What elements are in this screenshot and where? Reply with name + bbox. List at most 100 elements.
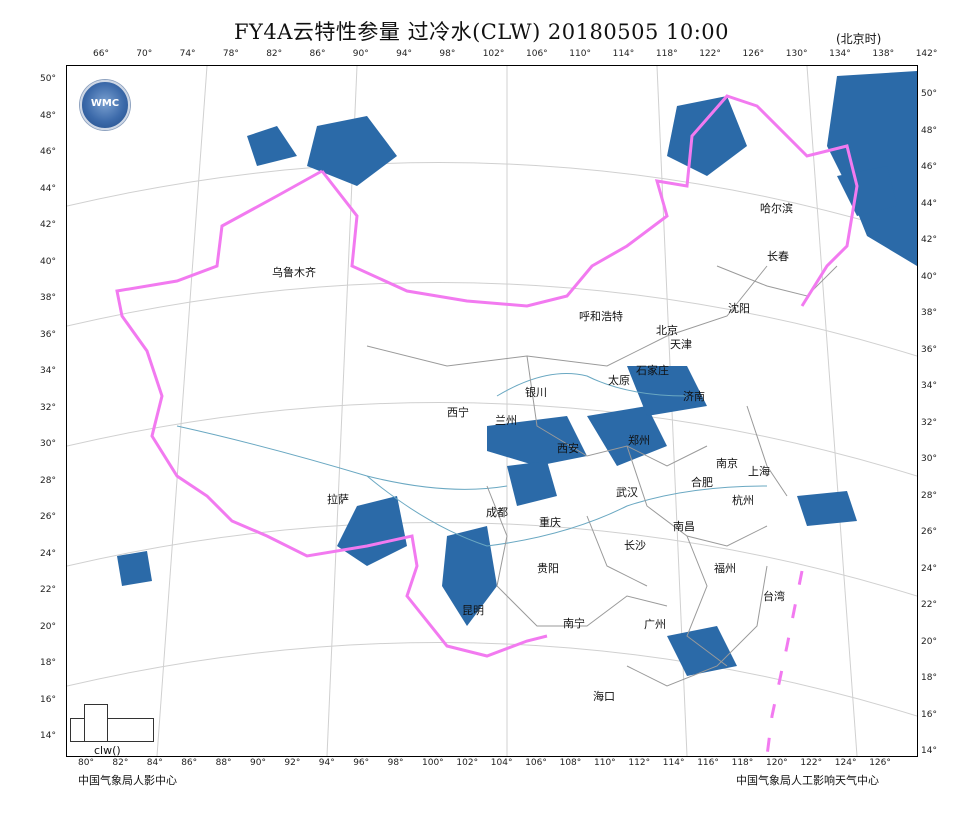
right-tick-label: 40° <box>921 271 937 282</box>
bottom-tick-label: 102° <box>456 758 479 768</box>
bottom-tick-label: 82° <box>112 758 129 768</box>
city-label-hefei: 合肥 <box>691 476 713 489</box>
city-label-nanjing: 南京 <box>716 457 738 470</box>
right-tick-label: 30° <box>921 454 937 464</box>
bottom-tick-label: 110° <box>594 758 616 768</box>
bottom-tick-label: 100° <box>422 758 444 768</box>
city-label-wuhan: 武汉 <box>616 486 638 499</box>
city-label-shenyang: 沈阳 <box>728 302 750 315</box>
city-label-shijiazhuang: 石家庄 <box>636 364 669 377</box>
bottom-tick-label: 86° <box>181 758 198 768</box>
province-boundaries <box>366 265 838 687</box>
top-tick-label: 94° <box>396 49 413 59</box>
bottom-tick-label: 112° <box>628 758 651 768</box>
city-label-xian: 西安 <box>557 442 579 455</box>
top-tick-label: 98° <box>439 49 456 59</box>
city-label-guiyang: 贵阳 <box>537 562 559 575</box>
left-tick-label: 42° <box>40 220 56 230</box>
top-tick-label: 126° <box>742 49 765 59</box>
city-label-tianjin: 天津 <box>670 338 692 351</box>
city-label-changsha: 长沙 <box>624 539 646 552</box>
top-tick-label: 106° <box>526 49 548 59</box>
cloud-patches <box>117 71 917 676</box>
bottom-tick-label: 84° <box>146 758 163 768</box>
city-label-jinan: 济南 <box>683 390 705 403</box>
legend-box-inner <box>84 704 108 742</box>
left-tick-label: 16° <box>40 694 56 705</box>
city-label-changchun: 长春 <box>767 250 789 263</box>
bottom-tick-label: 116° <box>697 758 719 768</box>
city-label-taiwan: 台湾 <box>763 590 785 603</box>
bottom-tick-label: 92° <box>284 758 301 768</box>
left-tick-label: 38° <box>40 293 56 303</box>
top-tick-label: 110° <box>569 49 591 59</box>
city-label-beijing: 北京 <box>656 324 678 337</box>
bottom-tick-label: 108° <box>559 758 582 768</box>
bottom-tick-label: 124° <box>834 758 857 768</box>
top-tick-label: 70° <box>136 49 153 59</box>
right-tick-label: 18° <box>921 673 937 683</box>
bottom-tick-label: 94° <box>318 758 335 768</box>
city-label-kunming: 昆明 <box>462 604 484 617</box>
left-tick-label: 20° <box>40 621 56 632</box>
bottom-tick-label: 118° <box>731 758 754 768</box>
right-tick-label: 42° <box>921 235 937 245</box>
top-tick-label: 122° <box>699 49 721 59</box>
right-tick-label: 26° <box>921 527 937 537</box>
top-tick-label: 66° <box>93 49 109 59</box>
right-tick-label: 20° <box>921 636 937 647</box>
left-tick-label: 40° <box>40 256 56 267</box>
top-tick-label: 86° <box>309 49 326 59</box>
city-label-lanzhou: 兰州 <box>495 414 517 427</box>
right-tick-label: 48° <box>921 125 937 136</box>
left-tick-label: 34° <box>40 366 56 376</box>
city-label-hohhot: 呼和浩特 <box>579 310 623 323</box>
bottom-tick-label: 126° <box>869 758 891 768</box>
city-label-chengdu: 成都 <box>486 506 508 519</box>
top-tick-label: 118° <box>655 49 678 59</box>
top-tick-label: 74° <box>179 49 196 59</box>
left-tick-label: 14° <box>40 731 56 741</box>
footer-right: 中国气象局人工影响天气中心 <box>736 774 879 787</box>
bottom-tick-label: 106° <box>525 758 547 768</box>
right-tick-label: 46° <box>921 162 937 172</box>
legend-box <box>70 718 154 742</box>
right-tick-label: 36° <box>921 344 937 355</box>
rivers <box>176 373 768 547</box>
top-tick-label: 102° <box>482 49 505 59</box>
right-tick-label: 32° <box>921 417 937 428</box>
right-tick-label: 50° <box>921 89 937 99</box>
city-label-fuzhou: 福州 <box>714 562 736 575</box>
legend-caption: clw() <box>94 744 121 757</box>
left-tick-label: 22° <box>40 585 56 595</box>
map-title: FY4A云特性参量 过冷水(CLW) 20180505 10:00 <box>233 20 730 44</box>
footer-left: 中国气象局人影中心 <box>78 774 177 787</box>
city-label-guangzhou: 广州 <box>644 618 666 631</box>
map-frame <box>66 65 918 757</box>
city-label-chongqing: 重庆 <box>539 516 561 529</box>
top-tick-label: 134° <box>829 49 851 59</box>
legend: clw() <box>70 704 154 757</box>
city-label-haikou: 海口 <box>593 690 615 703</box>
left-tick-label: 26° <box>40 512 56 522</box>
left-tick-label: 32° <box>40 402 56 413</box>
left-tick-label: 44° <box>40 183 56 194</box>
top-tick-label: 114° <box>612 49 635 59</box>
right-tick-label: 22° <box>921 600 937 610</box>
city-label-urumqi: 乌鲁木齐 <box>272 266 316 279</box>
right-tick-label: 28° <box>921 490 937 501</box>
bottom-tick-label: 114° <box>662 758 685 768</box>
bottom-tick-label: 104° <box>490 758 513 768</box>
national-border <box>115 94 859 658</box>
left-tick-label: 36° <box>40 329 56 340</box>
city-label-nanning: 南宁 <box>563 617 585 630</box>
right-tick-label: 34° <box>921 381 937 391</box>
city-label-nanchang: 南昌 <box>673 520 695 533</box>
bottom-tick-label: 120° <box>766 758 788 768</box>
left-tick-label: 24° <box>40 548 56 559</box>
top-tick-label: 142° <box>915 49 938 59</box>
bottom-tick-label: 96° <box>353 758 370 768</box>
bottom-tick-label: 90° <box>250 758 266 768</box>
top-tick-label: 138° <box>872 49 895 59</box>
left-tick-label: 30° <box>40 439 56 449</box>
